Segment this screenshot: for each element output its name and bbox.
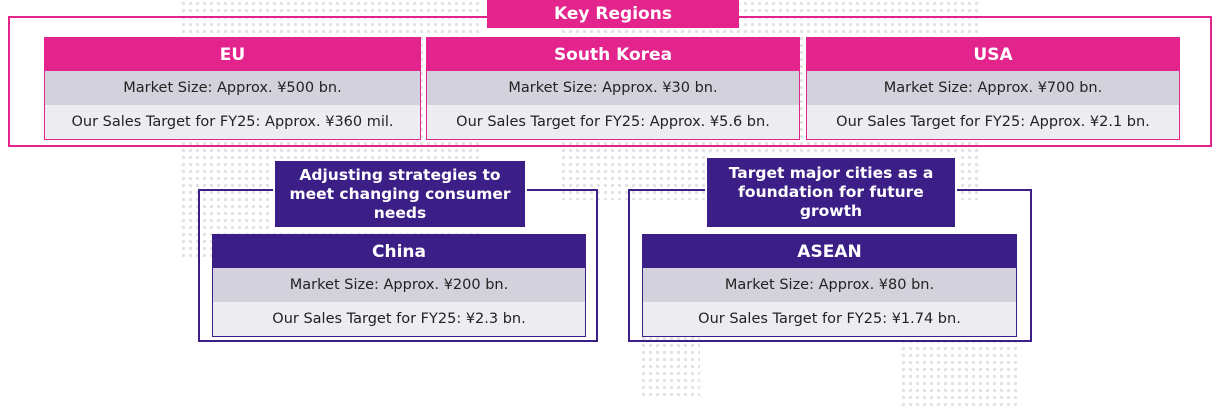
region-name: EU (45, 38, 420, 71)
region-name: South Korea (427, 38, 799, 71)
sales-target: Our Sales Target for FY25: ¥2.3 bn. (213, 302, 585, 336)
market-size: Market Size: Approx. ¥80 bn. (643, 268, 1016, 302)
region-box: South Korea Market Size: Approx. ¥30 bn. O… (426, 37, 800, 140)
region-box: USA Market Size: Approx. ¥700 bn. Our Sale… (806, 37, 1180, 140)
market-size: Market Size: Approx. ¥30 bn. (427, 71, 799, 105)
region-box: EU Market Size: Approx. ¥500 bn. Our Sales… (44, 37, 421, 140)
region-box: ASEAN Market Size: Approx. ¥80 bn. Our Sal… (642, 234, 1017, 337)
region-name: China (213, 235, 585, 268)
strategy-note: Target major cities as a foundation for … (705, 156, 957, 229)
sales-target: Our Sales Target for FY25: Approx. ¥5.6 … (427, 105, 799, 139)
strategy-note: Adjusting strategies to meet changing co… (273, 159, 527, 229)
market-size: Market Size: Approx. ¥700 bn. (807, 71, 1179, 105)
sales-target: Our Sales Target for FY25: Approx. ¥360 … (45, 105, 420, 139)
sales-target: Our Sales Target for FY25: Approx. ¥2.1 … (807, 105, 1179, 139)
region-name: ASEAN (643, 235, 1016, 268)
key-regions-title: Key Regions (487, 0, 739, 28)
region-box: China Market Size: Approx. ¥200 bn. Our Sa… (212, 234, 586, 337)
market-size: Market Size: Approx. ¥200 bn. (213, 268, 585, 302)
market-size: Market Size: Approx. ¥500 bn. (45, 71, 420, 105)
region-name: USA (807, 38, 1179, 71)
sales-target: Our Sales Target for FY25: ¥1.74 bn. (643, 302, 1016, 336)
